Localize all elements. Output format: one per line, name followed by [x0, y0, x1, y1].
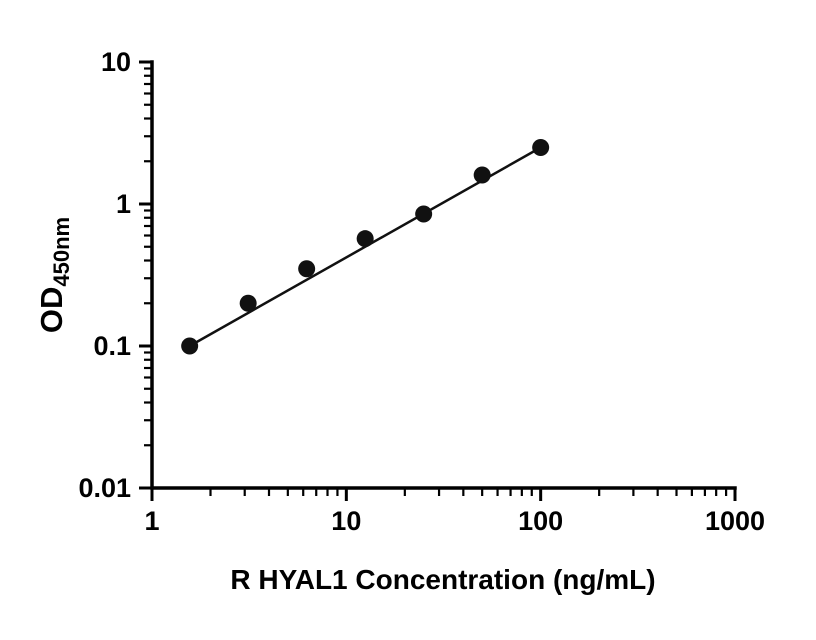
plot-data-series — [181, 138, 550, 355]
y-tick-label: 0.1 — [93, 331, 131, 361]
y-tick-label: 1 — [116, 189, 131, 219]
plot-axes: 1 10 100 1000 0.01 0.1 1 10 — [78, 47, 765, 536]
data-point — [356, 230, 374, 248]
y-tick-label: 10 — [101, 47, 131, 77]
data-point — [298, 260, 316, 278]
y-axis-title-main: OD — [34, 287, 69, 334]
data-point — [415, 205, 433, 223]
axis-spines — [150, 60, 737, 490]
data-point — [532, 138, 550, 156]
x-tick-label: 1000 — [705, 506, 765, 536]
data-point — [181, 337, 199, 355]
x-axis-title: R HYAL1 Concentration (ng/mL) — [230, 564, 655, 595]
y-tick-label: 0.01 — [78, 473, 131, 503]
y-axis-title-sub: 450nm — [49, 217, 74, 287]
x-tick-label: 100 — [518, 506, 563, 536]
data-point — [473, 166, 491, 184]
data-point — [239, 294, 257, 312]
x-tick-label: 10 — [331, 506, 361, 536]
x-tick-label: 1 — [144, 506, 159, 536]
y-axis-title: OD450nm — [34, 217, 74, 333]
